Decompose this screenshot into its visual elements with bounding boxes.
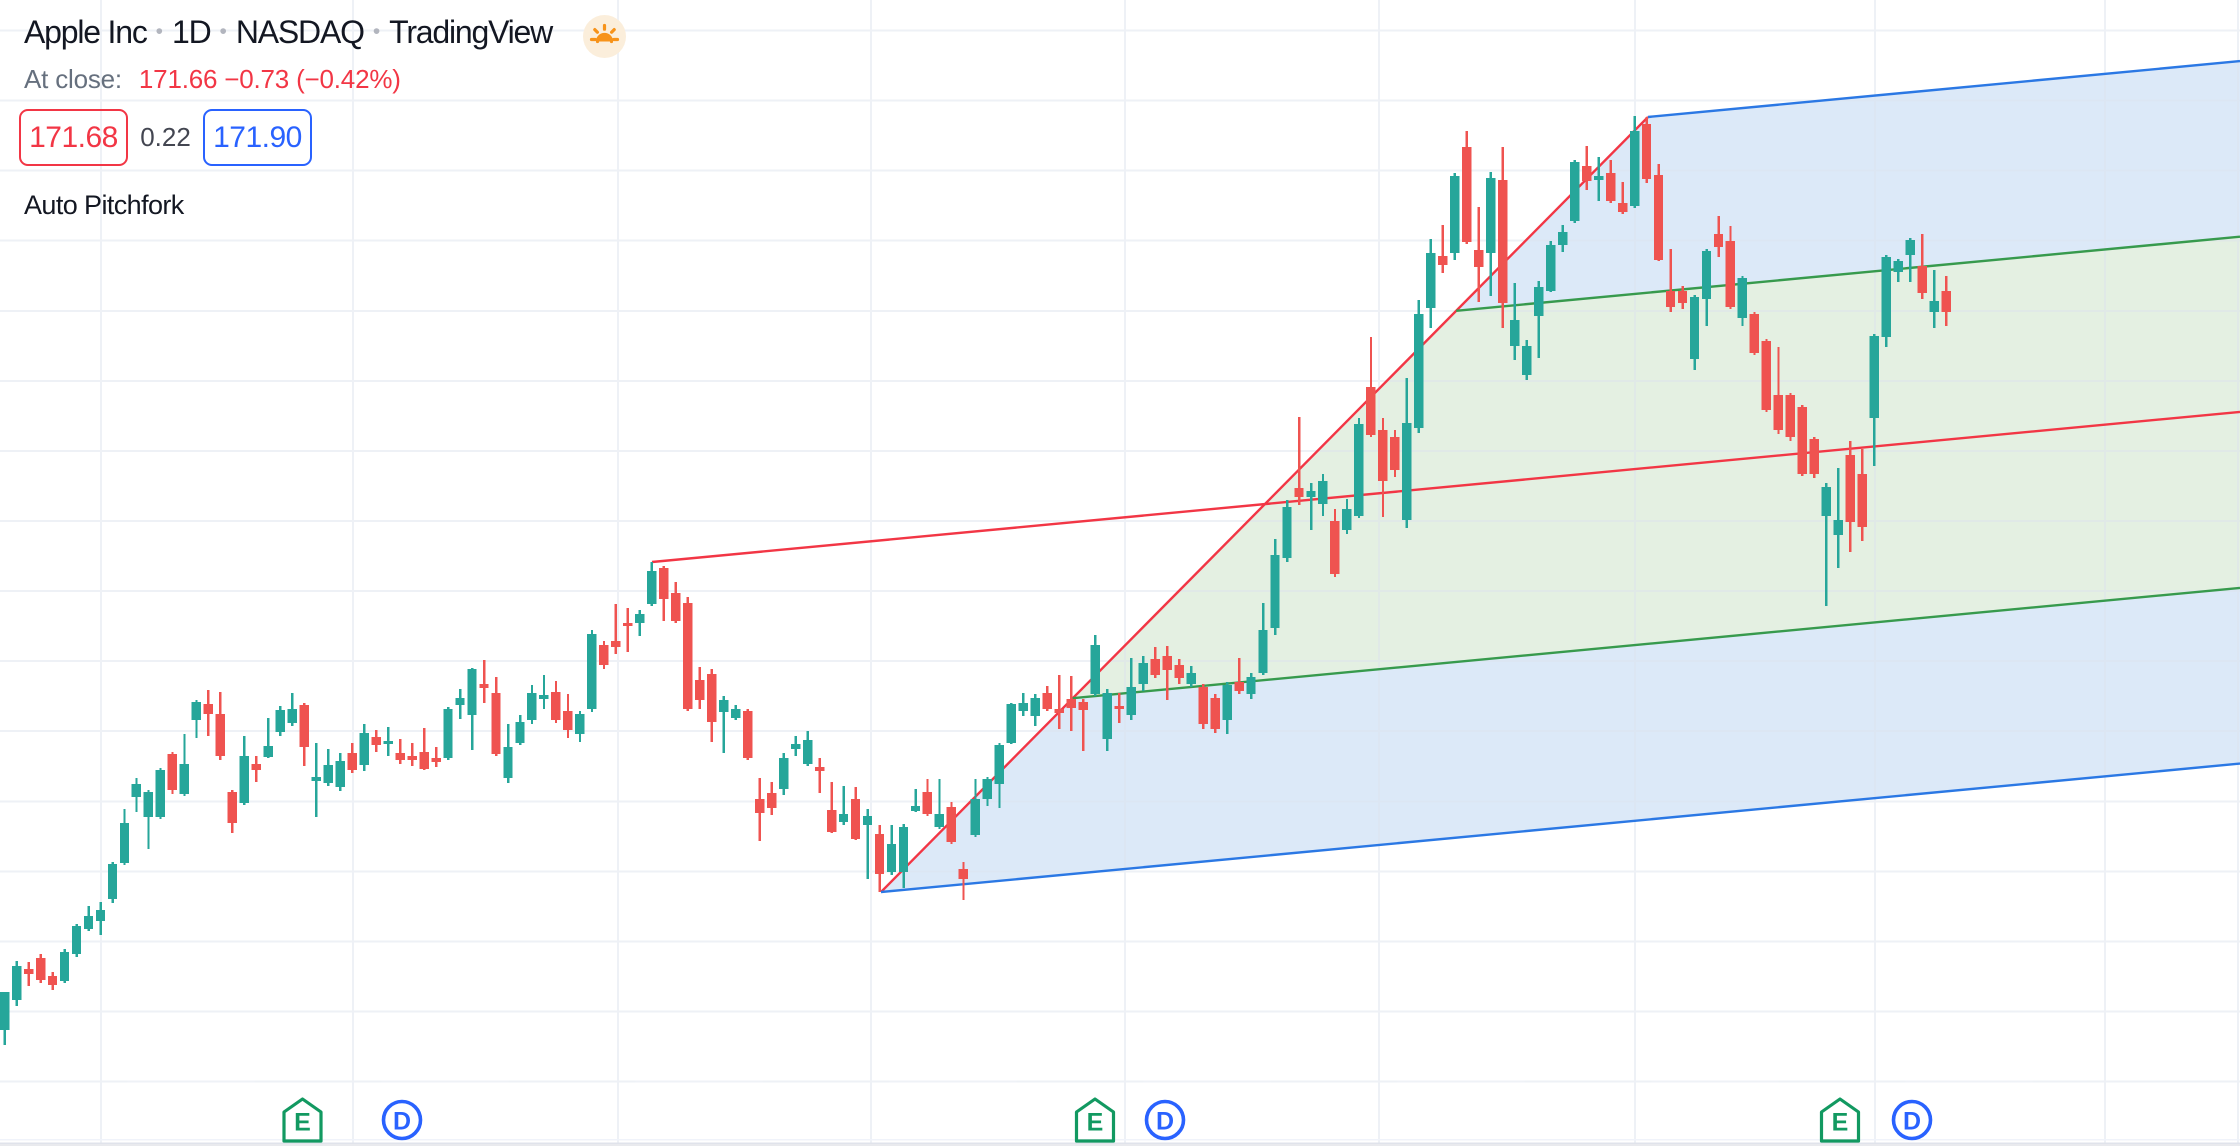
svg-text:D: D [1156,1108,1174,1136]
svg-text:D: D [393,1108,411,1136]
svg-text:E: E [1832,1109,1849,1137]
svg-text:D: D [1903,1108,1921,1136]
svg-text:E: E [1087,1109,1104,1137]
svg-text:E: E [294,1109,311,1137]
